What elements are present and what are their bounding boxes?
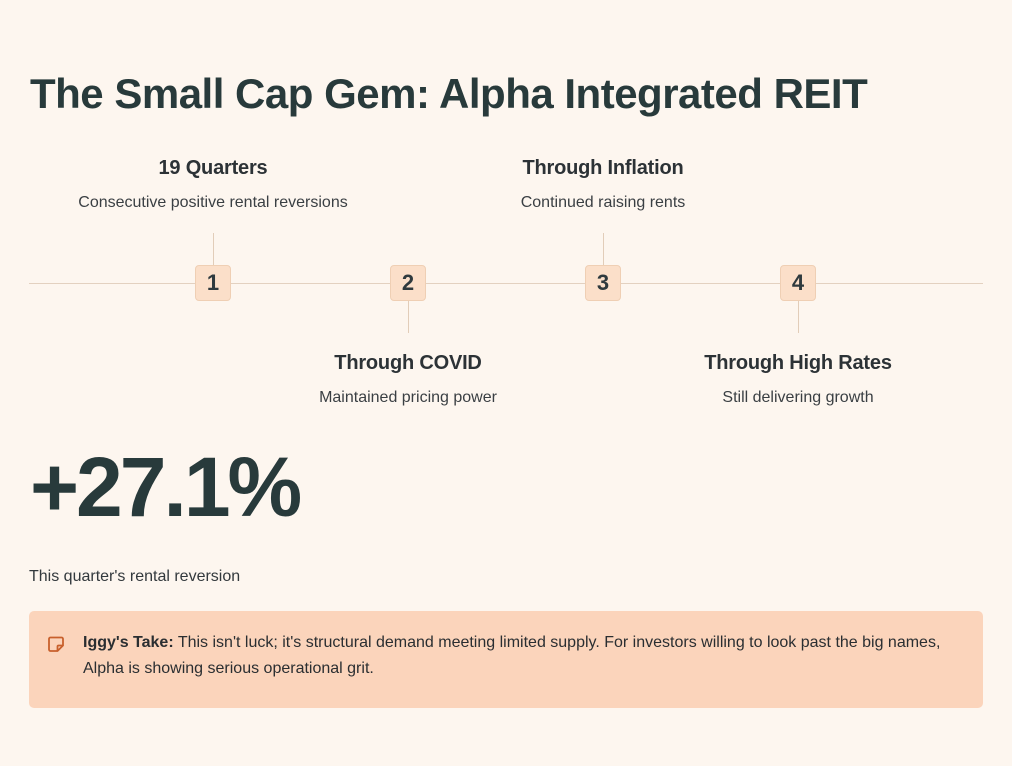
event-description: Maintained pricing power xyxy=(319,389,497,406)
event-description: Continued raising rents xyxy=(520,194,686,211)
callout-lead: Iggy's Take: xyxy=(83,634,174,651)
timeline-connector xyxy=(798,301,799,333)
timeline-event-3: Through Inflation Continued raising rent… xyxy=(423,157,783,212)
headline-stat: +27.1% xyxy=(30,440,302,534)
page-title: The Small Cap Gem: Alpha Integrated REIT xyxy=(30,70,868,117)
timeline-event-4: Through High Rates Still delivering grow… xyxy=(618,352,978,407)
event-description: Consecutive positive rental reversions xyxy=(78,194,348,211)
timeline-event-2: Through COVID Maintained pricing power xyxy=(228,352,588,407)
step-number-1: 1 xyxy=(195,265,231,301)
event-title: Through COVID xyxy=(334,352,482,374)
event-title: 19 Quarters xyxy=(158,157,268,179)
callout-text: Iggy's Take: This isn't luck; it's struc… xyxy=(83,630,973,682)
step-number-3: 3 xyxy=(585,265,621,301)
step-number-4: 4 xyxy=(780,265,816,301)
milestone-timeline: 19 Quarters Consecutive positive rental … xyxy=(29,157,983,407)
timeline-event-1: 19 Quarters Consecutive positive rental … xyxy=(33,157,393,212)
timeline-connector xyxy=(603,233,604,265)
step-number-2: 2 xyxy=(390,265,426,301)
timeline-line xyxy=(29,283,983,284)
callout-body: This isn't luck; it's structural demand … xyxy=(83,634,941,677)
event-description: Still delivering growth xyxy=(722,389,874,406)
note-icon xyxy=(48,636,64,652)
event-title: Through Inflation xyxy=(522,157,684,179)
timeline-connector xyxy=(408,301,409,333)
stat-caption: This quarter's rental reversion xyxy=(29,568,241,585)
timeline-connector xyxy=(213,233,214,265)
event-title: Through High Rates xyxy=(704,352,892,374)
iggys-take-callout: Iggy's Take: This isn't luck; it's struc… xyxy=(29,611,983,708)
